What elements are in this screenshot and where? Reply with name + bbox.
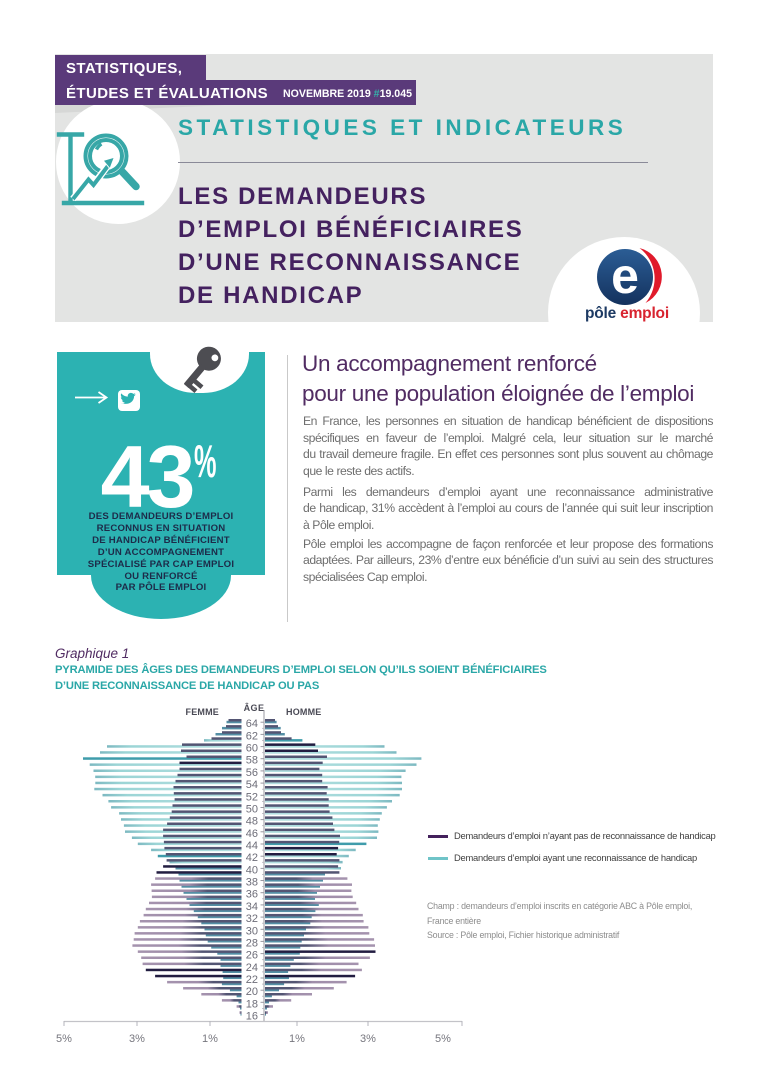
svg-text:34: 34 xyxy=(246,901,258,913)
svg-text:54: 54 xyxy=(246,779,258,791)
svg-text:5%: 5% xyxy=(56,1033,72,1045)
svg-text:32: 32 xyxy=(246,913,258,925)
svg-text:48: 48 xyxy=(246,816,258,828)
svg-text:36: 36 xyxy=(246,889,258,901)
svg-text:52: 52 xyxy=(246,791,258,803)
svg-text:44: 44 xyxy=(246,840,258,852)
svg-text:50: 50 xyxy=(246,804,258,816)
svg-text:30: 30 xyxy=(246,925,258,937)
svg-text:60: 60 xyxy=(246,743,258,755)
svg-text:16: 16 xyxy=(246,1011,258,1023)
svg-text:1%: 1% xyxy=(289,1033,305,1045)
svg-text:20: 20 xyxy=(246,986,258,998)
svg-text:3%: 3% xyxy=(360,1033,376,1045)
svg-text:62: 62 xyxy=(246,730,258,742)
svg-text:5%: 5% xyxy=(435,1033,451,1045)
svg-text:22: 22 xyxy=(246,974,258,986)
svg-text:3%: 3% xyxy=(129,1033,145,1045)
svg-text:38: 38 xyxy=(246,877,258,889)
svg-text:HOMME: HOMME xyxy=(286,707,322,717)
svg-text:56: 56 xyxy=(246,767,258,779)
svg-text:58: 58 xyxy=(246,755,258,767)
svg-text:28: 28 xyxy=(246,937,258,949)
svg-text:64: 64 xyxy=(246,718,258,730)
svg-text:18: 18 xyxy=(246,998,258,1010)
svg-text:24: 24 xyxy=(246,962,258,974)
svg-text:40: 40 xyxy=(246,864,258,876)
svg-text:46: 46 xyxy=(246,828,258,840)
svg-text:ÂGE: ÂGE xyxy=(244,702,265,713)
svg-text:1%: 1% xyxy=(202,1033,218,1045)
svg-text:42: 42 xyxy=(246,852,258,864)
svg-text:26: 26 xyxy=(246,950,258,962)
svg-text:FEMME: FEMME xyxy=(186,707,220,717)
svg-text:e: e xyxy=(611,248,639,304)
